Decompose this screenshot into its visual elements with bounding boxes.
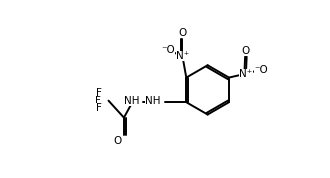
Text: N⁺: N⁺ [176,51,189,61]
Text: O: O [242,46,250,56]
Text: ⁻O: ⁻O [162,45,176,55]
Text: F: F [95,96,101,106]
Text: NH: NH [146,96,161,106]
Text: O: O [178,28,186,38]
Text: F: F [96,88,102,98]
Text: N⁺: N⁺ [239,69,252,79]
Text: NH: NH [124,96,139,106]
Text: F: F [96,103,102,113]
Text: ⁻O: ⁻O [254,65,268,75]
Text: O: O [114,136,122,146]
